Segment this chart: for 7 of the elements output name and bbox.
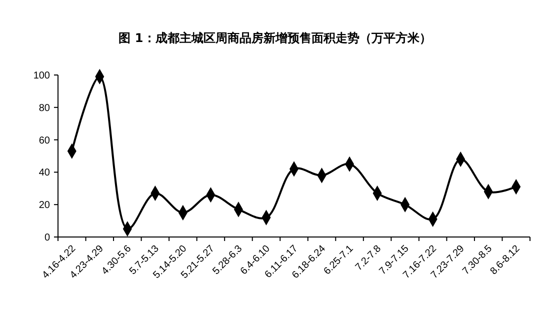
chart-title: 图 1：成都主城区周商品房新增预售面积走势（万平方米） [118,31,432,45]
y-tick-label: 40 [38,168,50,179]
y-tick-label: 100 [33,70,50,82]
y-tick-label: 0 [44,232,50,244]
y-tick-label: 20 [38,200,50,212]
y-tick-label: 60 [38,135,50,146]
y-tick-label: 80 [38,102,50,114]
